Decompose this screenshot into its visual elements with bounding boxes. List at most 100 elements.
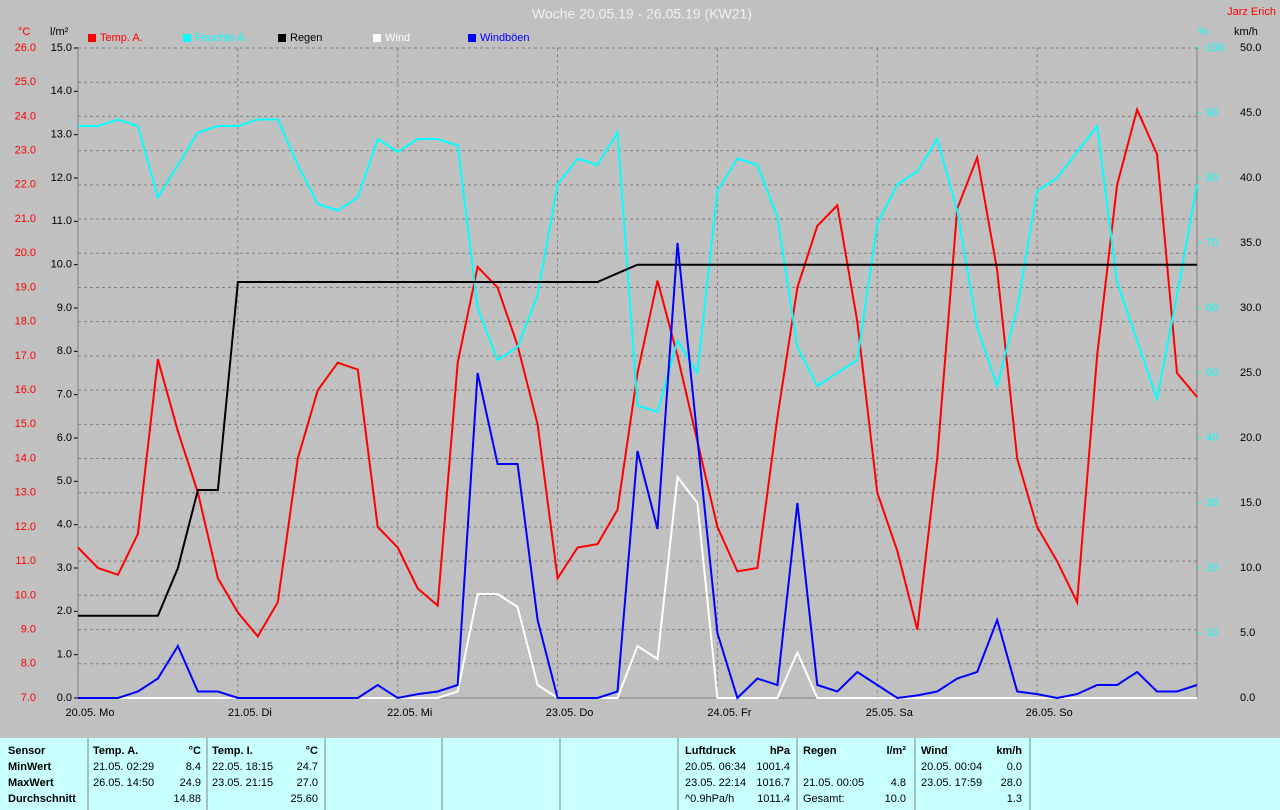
y2-tick-label: 30: [1206, 497, 1218, 509]
series-line: [77, 106, 1198, 639]
y-tick-label: 10.0: [15, 589, 36, 601]
y4-tick-label: 25.0: [1240, 367, 1261, 379]
block-header: Wind: [921, 745, 948, 757]
cell-value: 0.0: [1007, 761, 1022, 773]
cell-value: 24.7: [297, 761, 318, 773]
x-tick-label: 26.05. So: [1026, 707, 1073, 719]
y-tick-label: 13.0: [15, 487, 36, 499]
y3-tick-label: 9.0: [57, 302, 72, 314]
legend-swatch: [468, 34, 476, 42]
y-tick-label: 22.0: [15, 179, 36, 191]
y2-tick-label: 60: [1206, 302, 1218, 314]
y3-tick-label: 8.0: [57, 345, 72, 357]
block-header: Temp. A.: [93, 745, 138, 757]
y-tick-label: 26.0: [15, 42, 36, 54]
y2-tick-label: 20: [1206, 562, 1218, 574]
y4-tick-label: 5.0: [1240, 627, 1255, 639]
cell-time: 20.05. 00:04: [921, 761, 982, 773]
y3-tick-label: 4.0: [57, 519, 72, 531]
cell-value: 4.8: [891, 777, 906, 789]
y3-tick-label: 13.0: [51, 129, 72, 141]
y4-tick-label: 45.0: [1240, 107, 1261, 119]
cell-value: 28.0: [1001, 777, 1022, 789]
y-tick-label: 14.0: [15, 452, 36, 464]
y3-tick-label: 6.0: [57, 432, 72, 444]
y-tick-label: 12.0: [15, 521, 36, 533]
y4-tick-label: 30.0: [1240, 302, 1261, 314]
y-tick-label: 16.0: [15, 384, 36, 396]
y4-unit: km/h: [1234, 26, 1258, 38]
cell-value: 24.9: [180, 777, 201, 789]
cell-time: 26.05. 14:50: [93, 777, 154, 789]
y-tick-label: 17.0: [15, 350, 36, 362]
y3-tick-label: 14.0: [51, 85, 72, 97]
cell-value: 25.60: [290, 793, 318, 805]
y-tick-label: 24.0: [15, 110, 36, 122]
y-tick-label: 25.0: [15, 76, 36, 88]
y4-tick-label: 40.0: [1240, 172, 1261, 184]
block-header: Luftdruck: [685, 745, 737, 757]
cell-value: 27.0: [297, 777, 318, 789]
cell-value: 14.88: [173, 793, 201, 805]
y3-tick-label: 5.0: [57, 475, 72, 487]
block-unit: hPa: [770, 745, 791, 757]
cell-time: Gesamt:: [803, 793, 845, 805]
y2-tick-label: 40: [1206, 432, 1218, 444]
cell-time: 21.05. 02:29: [93, 761, 154, 773]
legend-swatch: [373, 34, 381, 42]
y4-tick-label: 0.0: [1240, 692, 1255, 704]
block-unit: l/m²: [886, 745, 906, 757]
author: Jarz Erich: [1227, 6, 1276, 18]
y2-tick-label: 90: [1206, 107, 1218, 119]
table-panel: [0, 738, 1280, 810]
series-line: [78, 263, 1197, 617]
y3-tick-label: 3.0: [57, 562, 72, 574]
cell-value: 1.3: [1007, 793, 1022, 805]
row-label: MaxWert: [8, 777, 54, 789]
row-label: MinWert: [8, 761, 52, 773]
legend-label: Regen: [290, 32, 322, 44]
y-tick-label: 11.0: [15, 555, 36, 567]
y4-tick-label: 50.0: [1240, 42, 1261, 54]
cell-value: 1016.7: [756, 777, 790, 789]
cell-time: 23.05. 17:59: [921, 777, 982, 789]
cell-time: 23.05. 21:15: [212, 777, 273, 789]
y-tick-label: 7.0: [21, 692, 36, 704]
y-tick-label: 8.0: [21, 658, 36, 670]
y3-unit: l/m²: [50, 26, 69, 38]
x-tick-label: 22.05. Mi: [387, 707, 432, 719]
y4-tick-label: 15.0: [1240, 497, 1261, 509]
y2-tick-label: 80: [1206, 172, 1218, 184]
legend-swatch: [183, 34, 191, 42]
block-unit: °C: [189, 745, 201, 757]
x-tick-label: 24.05. Fr: [707, 707, 751, 719]
x-tick-label: 23.05. Do: [546, 707, 594, 719]
y-unit: °C: [18, 26, 30, 38]
y3-tick-label: 7.0: [57, 389, 72, 401]
y-tick-label: 18.0: [15, 316, 36, 328]
y-tick-label: 19.0: [15, 281, 36, 293]
y3-tick-label: 2.0: [57, 605, 72, 617]
x-tick-label: 25.05. Sa: [866, 707, 914, 719]
y2-tick-label: 100: [1206, 42, 1224, 54]
block-header: Regen: [803, 745, 837, 757]
cell-time: 21.05. 00:05: [803, 777, 864, 789]
y2-unit: %: [1198, 26, 1208, 38]
y4-tick-label: 20.0: [1240, 432, 1261, 444]
legend-swatch: [278, 34, 286, 42]
cell-value: 10.0: [885, 793, 906, 805]
row-label: Sensor: [8, 745, 46, 757]
block-unit: °C: [306, 745, 318, 757]
x-tick-label: 21.05. Di: [228, 707, 272, 719]
y-tick-label: 9.0: [21, 623, 36, 635]
y-tick-label: 20.0: [15, 247, 36, 259]
x-tick-label: 20.05. Mo: [66, 707, 115, 719]
y3-tick-label: 15.0: [51, 42, 72, 54]
y2-tick-label: 10: [1206, 627, 1218, 639]
chart-title: Woche 20.05.19 - 26.05.19 (KW21): [532, 6, 752, 22]
y-tick-label: 15.0: [15, 418, 36, 430]
cell-time: 23.05. 22:14: [685, 777, 746, 789]
cell-time: ^0.9hPa/h: [685, 793, 734, 805]
cell-value: 8.4: [186, 761, 201, 773]
